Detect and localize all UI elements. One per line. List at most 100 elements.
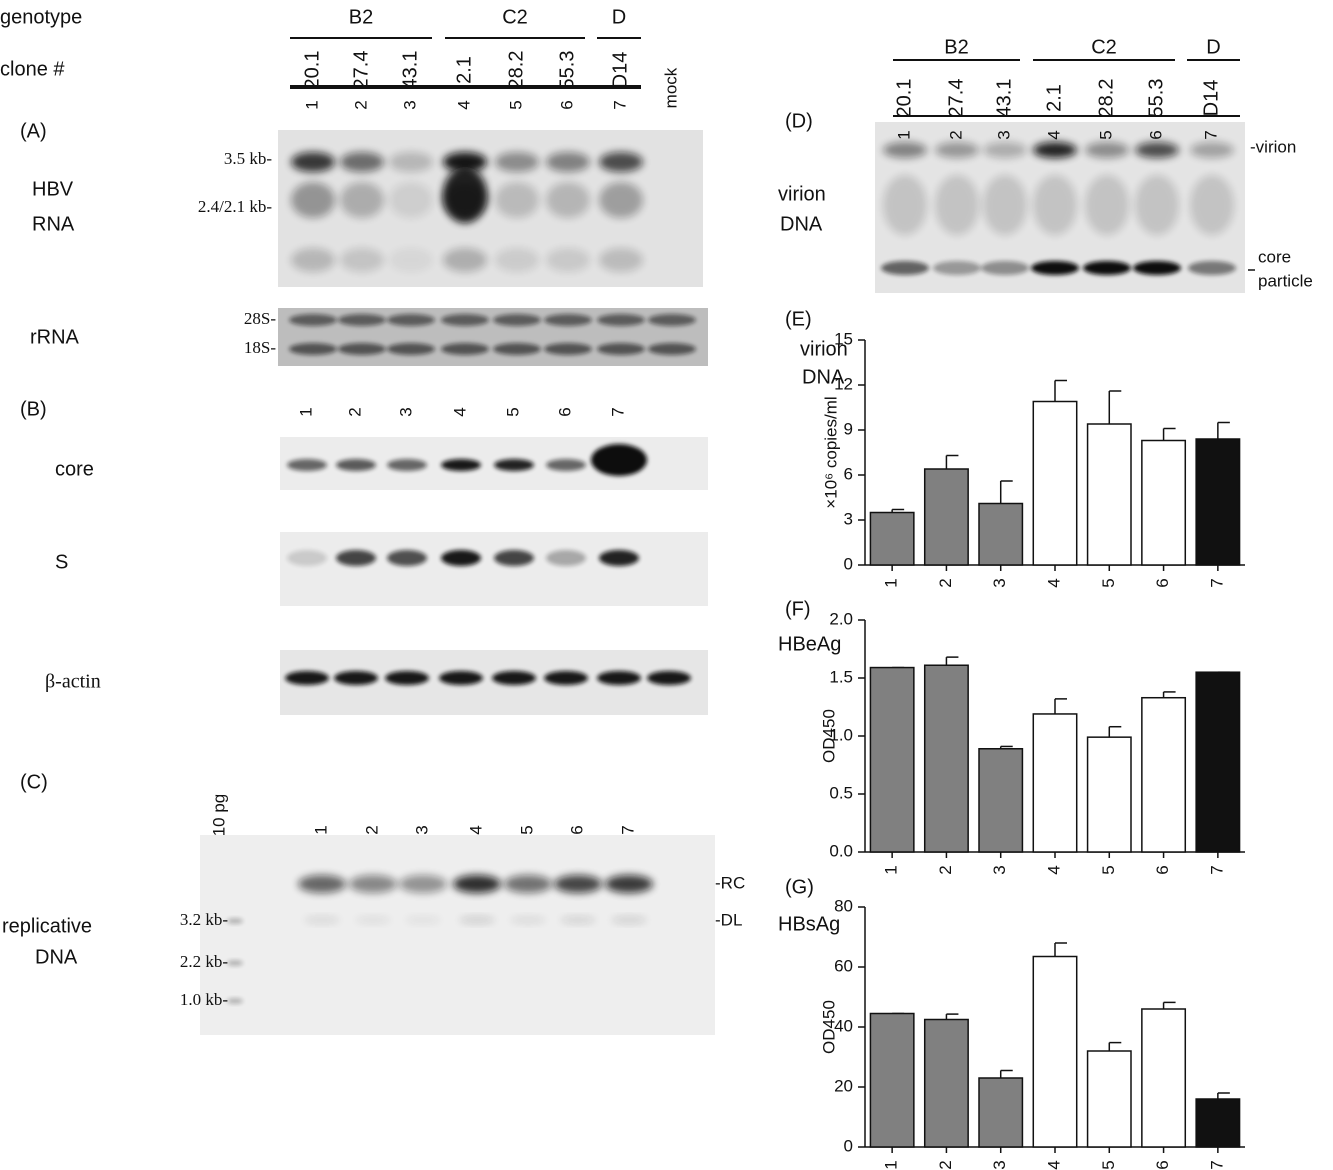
band <box>459 916 495 924</box>
x-tick-label: 2 <box>936 578 955 587</box>
bar <box>923 664 969 853</box>
lane-number: 7 <box>608 407 627 416</box>
band <box>387 459 427 471</box>
chart-title: DNA <box>802 366 845 388</box>
band <box>340 152 384 172</box>
marker: 3.5 kb- <box>224 149 273 168</box>
band <box>883 175 927 235</box>
band <box>495 248 539 272</box>
bar <box>978 1077 1024 1148</box>
lane-number: 7 <box>610 100 629 109</box>
band <box>1083 261 1131 275</box>
x-tick-label: 7 <box>1207 1160 1226 1169</box>
band <box>510 916 546 924</box>
lane-number: 2 <box>946 130 965 139</box>
band <box>1031 261 1079 275</box>
band <box>291 152 335 172</box>
y-tick-label: 0.5 <box>829 783 853 802</box>
band <box>389 182 433 218</box>
bar <box>978 748 1024 853</box>
dna-blot <box>200 835 715 1035</box>
lane-number: 3 <box>412 825 431 834</box>
label: DNA <box>780 213 823 235</box>
label: core <box>55 458 94 480</box>
y-axis-label: OD450 <box>819 709 838 763</box>
band <box>597 671 641 685</box>
x-tick-label: 6 <box>1153 578 1172 587</box>
x-tick-label: 4 <box>1044 1160 1063 1169</box>
band <box>983 175 1027 235</box>
y-tick-label: 2.0 <box>829 609 853 628</box>
x-tick-label: 1 <box>882 865 901 874</box>
marker: 1.0 kb- <box>180 990 229 1009</box>
clone: 55.3 <box>556 51 578 90</box>
band <box>227 998 243 1004</box>
x-tick-label: 6 <box>1153 1160 1172 1169</box>
band <box>355 916 391 924</box>
band <box>453 875 501 893</box>
y-axis-label: OD450 <box>819 1000 838 1054</box>
y-tick-label: 1.5 <box>829 667 853 686</box>
genotype: B2 <box>349 6 373 28</box>
x-tick-label: 5 <box>1099 1160 1118 1169</box>
x-tick-label: 6 <box>1153 865 1172 874</box>
bar <box>1141 696 1187 853</box>
bar <box>1141 1008 1187 1148</box>
band <box>935 175 979 235</box>
band <box>597 314 645 326</box>
band <box>443 152 487 172</box>
y-tick-label: 40 <box>834 1016 853 1035</box>
band <box>546 152 590 172</box>
lane-number: 4 <box>450 407 469 416</box>
genotype: C2 <box>1091 36 1117 58</box>
chart-title: HBeAg <box>778 633 841 655</box>
y-tick-label: 1.0 <box>829 725 853 744</box>
chart-title: HBsAg <box>778 913 840 935</box>
band <box>554 875 602 893</box>
band <box>291 182 335 218</box>
lane-number: 5 <box>517 825 536 834</box>
band <box>546 182 590 218</box>
x-tick-label: 2 <box>936 865 955 874</box>
ladder-label: 10 pg <box>209 794 228 837</box>
band <box>441 459 481 471</box>
y-tick-label: 0 <box>844 1136 853 1155</box>
panel-letter: (G) <box>785 876 814 898</box>
band <box>287 550 327 566</box>
y-tick-label: 6 <box>844 464 853 483</box>
band <box>591 444 647 476</box>
lane-number: 2 <box>351 100 370 109</box>
band <box>983 142 1027 158</box>
band <box>504 875 552 893</box>
bar <box>869 666 915 853</box>
x-tick-label: 1 <box>882 1160 901 1169</box>
band <box>1033 175 1077 235</box>
band <box>544 343 592 355</box>
band <box>981 261 1029 275</box>
x-tick-label: 5 <box>1099 865 1118 874</box>
clone: D14 <box>609 52 631 89</box>
lane-number: 2 <box>362 825 381 834</box>
x-tick-label: 4 <box>1044 865 1063 874</box>
band <box>385 671 429 685</box>
row-label: clone # <box>0 58 65 80</box>
band <box>544 671 588 685</box>
band <box>495 182 539 218</box>
band <box>289 314 337 326</box>
lane-number: 6 <box>557 100 576 109</box>
marker: 3.2 kb- <box>180 910 229 929</box>
band <box>389 152 433 172</box>
panel-letter: (E) <box>785 308 812 330</box>
band <box>611 916 647 924</box>
band <box>881 261 929 275</box>
form-label: -DL <box>715 910 742 929</box>
band <box>493 314 541 326</box>
lane-number: 3 <box>994 130 1013 139</box>
bar <box>869 511 915 566</box>
genotype: B2 <box>944 36 968 58</box>
chart-title: virion <box>800 338 848 360</box>
clone: 28.2 <box>505 51 527 90</box>
clone: 43.1 <box>993 79 1015 118</box>
form-label: -RC <box>715 873 745 892</box>
